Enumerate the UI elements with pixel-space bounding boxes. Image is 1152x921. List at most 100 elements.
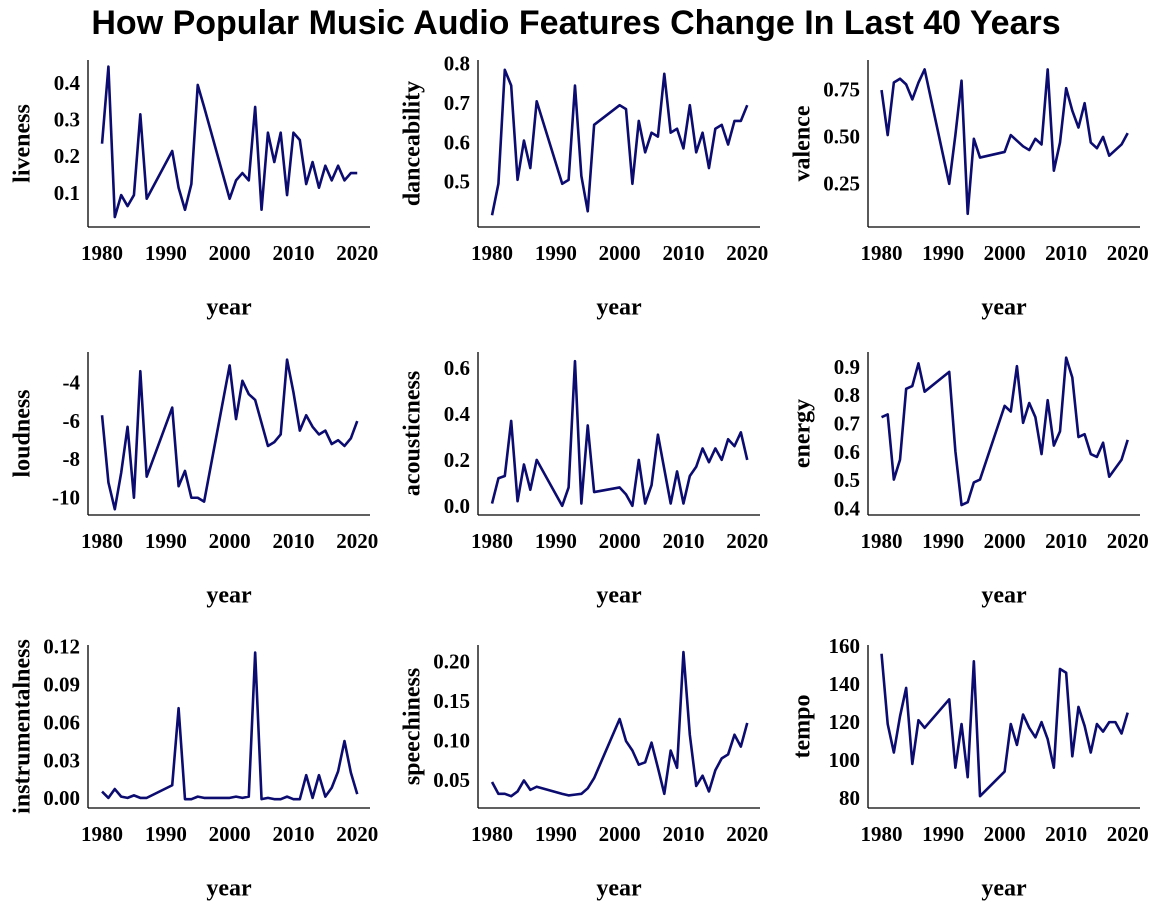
y-tick-label: 0.09 xyxy=(43,673,80,697)
y-tick-label: 0.3 xyxy=(54,107,80,131)
x-tick-label: 2000 xyxy=(984,529,1026,553)
y-axis-label: acousticness xyxy=(400,371,426,496)
y-tick-label: -6 xyxy=(63,409,81,433)
x-tick-label: 2000 xyxy=(209,822,251,846)
x-tick-label: 2010 xyxy=(662,529,704,553)
x-tick-label: 1990 xyxy=(535,529,577,553)
data-line xyxy=(880,653,1129,798)
x-tick-label: 1980 xyxy=(81,529,123,553)
data-line xyxy=(490,359,749,508)
y-axis-label: instrumentalness xyxy=(10,639,36,814)
y-axis-label: speechiness xyxy=(400,668,426,785)
x-axis-label: year xyxy=(596,876,642,902)
x-tick-label: 1990 xyxy=(145,241,187,265)
y-tick-label: 0.9 xyxy=(834,355,860,379)
x-tick-label: 2000 xyxy=(599,241,641,265)
x-tick-label: 2010 xyxy=(1045,529,1087,553)
x-tick-label: 1980 xyxy=(81,822,123,846)
y-tick-label: 140 xyxy=(829,672,861,696)
y-tick-label: 0.10 xyxy=(433,728,470,752)
x-tick-label: 2020 xyxy=(1107,529,1149,553)
y-tick-label: 0.7 xyxy=(444,91,470,115)
y-tick-label: 0.15 xyxy=(433,689,470,713)
data-line xyxy=(490,68,749,216)
y-axis-label: liveness xyxy=(10,104,36,183)
y-tick-label: 0.7 xyxy=(834,412,860,436)
x-tick-label: 2020 xyxy=(726,822,768,846)
x-tick-label: 2010 xyxy=(662,822,704,846)
x-tick-label: 2000 xyxy=(984,241,1026,265)
y-axis-label: danceability xyxy=(400,81,426,206)
y-tick-label: 0.2 xyxy=(444,448,470,472)
x-axis-label: year xyxy=(981,583,1027,609)
y-tick-label: 0.4 xyxy=(444,402,471,426)
y-tick-label: 0.6 xyxy=(444,356,470,380)
y-tick-label: 0.25 xyxy=(823,172,860,196)
y-tick-label: 0.20 xyxy=(433,650,470,674)
x-tick-label: 2000 xyxy=(209,529,251,553)
y-axis-label: valence xyxy=(790,105,816,181)
y-tick-label: 0.00 xyxy=(43,786,80,810)
x-tick-label: 1990 xyxy=(535,822,577,846)
y-tick-label: 0.8 xyxy=(444,52,470,76)
x-tick-label: 2020 xyxy=(336,529,378,553)
y-tick-label: 0.1 xyxy=(54,181,80,205)
data-line xyxy=(880,356,1129,507)
x-tick-label: 1980 xyxy=(471,529,513,553)
x-tick-label: 2000 xyxy=(599,529,641,553)
x-tick-label: 1980 xyxy=(81,241,123,265)
data-line xyxy=(100,358,359,511)
x-axis-label: year xyxy=(206,295,252,321)
x-tick-label: 2010 xyxy=(272,822,314,846)
x-axis-label: year xyxy=(206,876,252,902)
x-tick-label: 2020 xyxy=(726,241,768,265)
y-tick-label: 0.4 xyxy=(54,71,81,95)
x-tick-label: 2010 xyxy=(1045,241,1087,265)
y-tick-label: 0.8 xyxy=(834,383,860,407)
figure-title: How Popular Music Audio Features Change … xyxy=(91,4,1060,42)
y-tick-label: 100 xyxy=(829,748,861,772)
x-tick-label: 1990 xyxy=(145,529,187,553)
x-axis-label: year xyxy=(981,295,1027,321)
y-tick-label: 0.12 xyxy=(43,635,80,659)
data-line xyxy=(100,65,358,219)
y-tick-label: 0.6 xyxy=(444,130,470,154)
data-line xyxy=(880,68,1129,216)
x-tick-label: 1990 xyxy=(535,241,577,265)
x-axis-label: year xyxy=(206,583,252,609)
y-axis-label: tempo xyxy=(790,695,816,759)
x-tick-label: 2010 xyxy=(272,529,314,553)
x-axis-label: year xyxy=(981,876,1027,902)
y-tick-label: 0.5 xyxy=(444,170,470,194)
y-tick-label: 0.05 xyxy=(433,768,470,792)
y-tick-label: 0.03 xyxy=(43,748,80,772)
y-tick-label: 0.50 xyxy=(823,125,860,149)
x-tick-label: 1980 xyxy=(471,822,513,846)
y-tick-label: 120 xyxy=(829,710,861,734)
x-tick-label: 1980 xyxy=(861,822,903,846)
y-tick-label: 0.0 xyxy=(444,494,470,518)
x-tick-label: 2020 xyxy=(336,822,378,846)
x-tick-label: 1980 xyxy=(471,241,513,265)
x-tick-label: 1990 xyxy=(922,529,964,553)
y-tick-label: -10 xyxy=(52,485,80,509)
x-tick-label: 2020 xyxy=(1107,241,1149,265)
y-tick-label: -8 xyxy=(63,447,81,471)
x-tick-label: 1980 xyxy=(861,241,903,265)
y-axis-label: energy xyxy=(790,399,816,468)
y-tick-label: 80 xyxy=(839,786,860,810)
x-tick-label: 1990 xyxy=(922,822,964,846)
y-tick-label: 0.5 xyxy=(834,468,860,492)
data-line xyxy=(101,651,359,801)
y-tick-label: 0.6 xyxy=(834,440,860,464)
x-tick-label: 2010 xyxy=(662,241,704,265)
y-tick-label: 0.06 xyxy=(43,710,80,734)
x-tick-label: 2000 xyxy=(984,822,1026,846)
x-tick-label: 2020 xyxy=(726,529,768,553)
y-tick-label: 0.4 xyxy=(834,497,861,521)
x-tick-label: 2010 xyxy=(1045,822,1087,846)
x-tick-label: 1990 xyxy=(922,241,964,265)
x-tick-label: 2000 xyxy=(599,822,641,846)
x-tick-label: 2020 xyxy=(1107,822,1149,846)
